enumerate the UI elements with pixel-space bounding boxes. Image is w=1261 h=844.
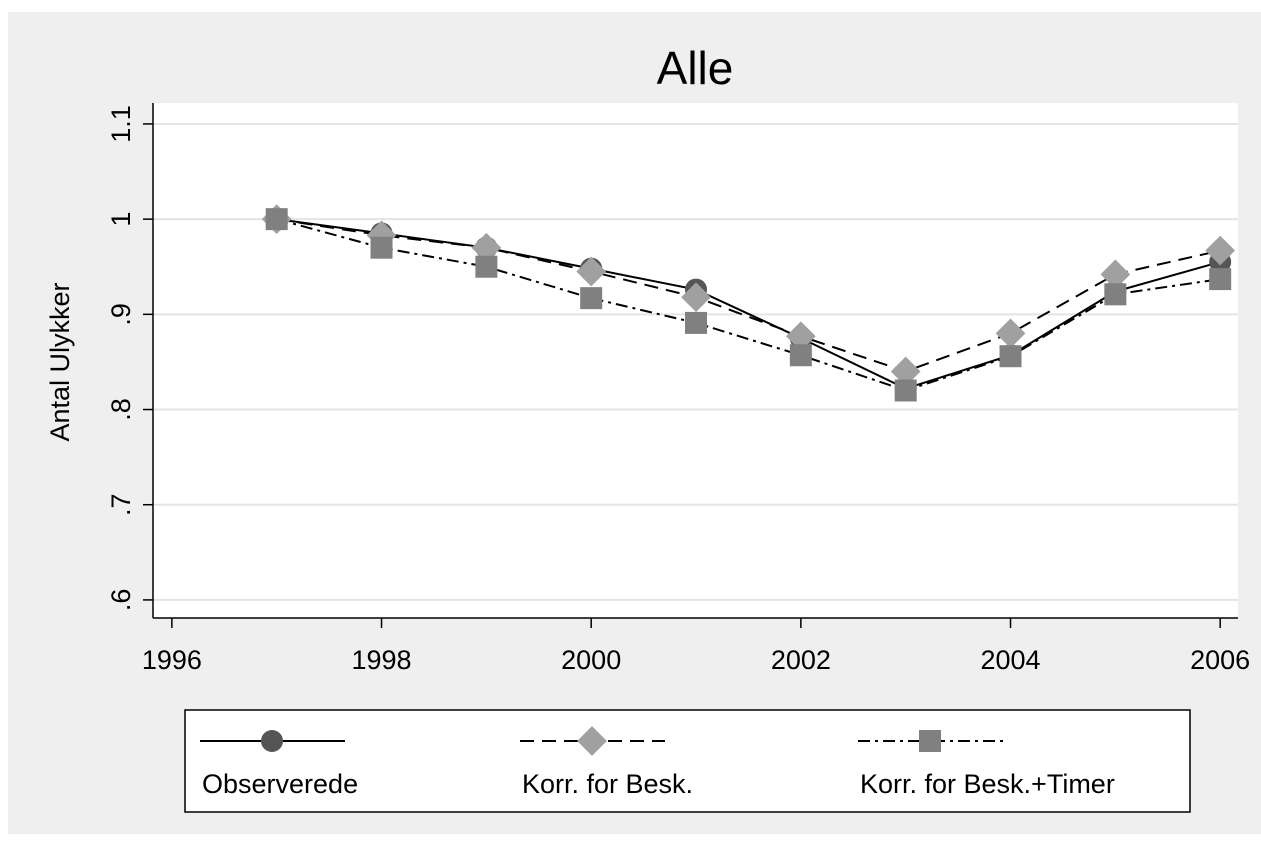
data-point: [681, 282, 711, 313]
series-line: [276, 218, 1221, 392]
y-axis-label: Antal Ulykker: [45, 282, 75, 441]
data-point: [999, 345, 1022, 368]
y-tick-label: 1.1: [106, 105, 136, 143]
x-tick-label: 2002: [771, 645, 831, 675]
y-tick-label: .8: [106, 398, 136, 421]
data-point: [786, 321, 816, 352]
data-point: [366, 220, 397, 251]
data-point: [995, 318, 1026, 349]
y-tick-label: .9: [106, 303, 136, 326]
y-tick-label: .7: [106, 493, 136, 516]
data-point: [789, 344, 812, 367]
series-line: [276, 218, 1221, 373]
x-tick-label: 2004: [980, 645, 1040, 675]
legend-label: Observerede: [202, 769, 358, 799]
data-point: [265, 208, 288, 231]
data-point: [894, 379, 917, 402]
legend-swatch-marker: [577, 726, 607, 756]
data-point: [1100, 259, 1131, 290]
legend-label: Korr. for Besk.+Timer: [860, 769, 1115, 799]
y-tick-label: 1: [106, 212, 136, 227]
data-point: [1209, 268, 1232, 291]
x-tick-label: 1996: [142, 645, 202, 675]
data-point: [1205, 235, 1236, 266]
data-point: [580, 287, 603, 310]
x-tick-label: 2000: [561, 645, 621, 675]
data-point: [576, 256, 607, 287]
data-point: [890, 356, 921, 387]
x-tick-label: 1998: [351, 645, 411, 675]
x-tick-label: 2006: [1190, 645, 1250, 675]
y-tick-label: .6: [106, 589, 136, 612]
legend-swatch-marker: [919, 730, 941, 752]
legend-box: [184, 709, 1191, 813]
data-point: [1104, 283, 1127, 306]
chart-title: Alle: [657, 42, 734, 94]
data-point: [685, 311, 708, 334]
legend-label: Korr. for Besk.: [522, 769, 693, 799]
data-point: [370, 236, 393, 259]
plot-area: [153, 103, 1238, 618]
data-point: [471, 232, 502, 263]
legend-swatch-marker: [261, 730, 283, 752]
data-point: [475, 255, 498, 278]
